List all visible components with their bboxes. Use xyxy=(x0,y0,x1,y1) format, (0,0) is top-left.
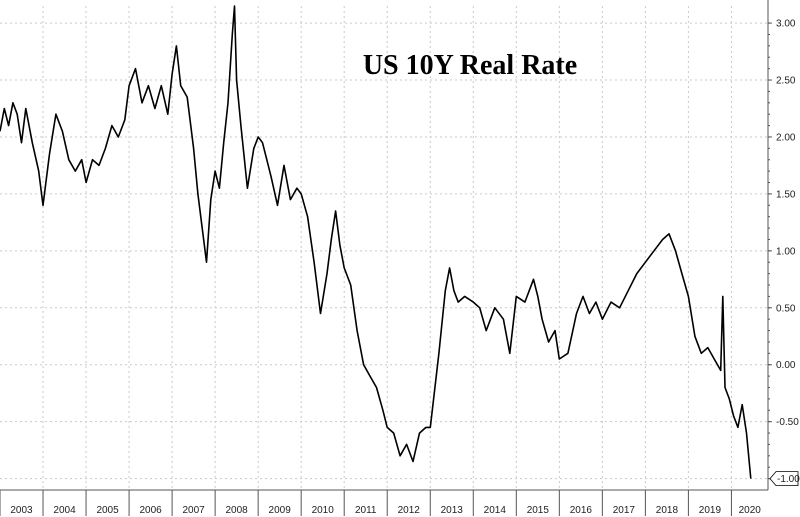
x-tick-label: 2016 xyxy=(570,505,593,516)
x-tick-label: 2014 xyxy=(484,505,507,516)
x-tick-label: 2007 xyxy=(182,505,205,516)
x-tick-label: 2008 xyxy=(226,505,249,516)
last-value-tag: -1.00 xyxy=(769,471,800,487)
y-tick-label: 1.50 xyxy=(776,189,796,200)
x-tick-label: 2017 xyxy=(613,505,636,516)
x-tick-label: 2006 xyxy=(139,505,162,516)
y-tick-label: 3.00 xyxy=(776,19,796,30)
x-tick-label: 2020 xyxy=(739,505,762,516)
x-tick-label: 2019 xyxy=(699,505,722,516)
x-tick-label: 2005 xyxy=(96,505,119,516)
y-tick-label: 0.50 xyxy=(776,303,796,314)
x-tick-label: 2012 xyxy=(398,505,421,516)
x-tick-label: 2011 xyxy=(355,505,377,516)
y-tick-label: 2.50 xyxy=(776,76,796,87)
x-tick-label: 2018 xyxy=(656,505,679,516)
x-tick-label: 2004 xyxy=(53,505,76,516)
last-value-label: -1.00 xyxy=(777,474,800,485)
gridlines xyxy=(0,6,768,490)
x-tick-label: 2010 xyxy=(312,505,335,516)
y-tick-label: 0.00 xyxy=(776,360,796,371)
x-tick-label: 2013 xyxy=(441,505,464,516)
series-line xyxy=(0,5,752,479)
y-tick-label: -0.50 xyxy=(776,417,799,428)
x-tick-label: 2015 xyxy=(527,505,550,516)
chart-title: US 10Y Real Rate xyxy=(363,50,577,81)
y-tick-label: 2.00 xyxy=(776,132,796,143)
y-tick-label: 1.00 xyxy=(776,246,796,257)
x-tick-label: 2003 xyxy=(10,505,33,516)
series-layer xyxy=(0,5,752,479)
x-tick-label: 2009 xyxy=(269,505,292,516)
